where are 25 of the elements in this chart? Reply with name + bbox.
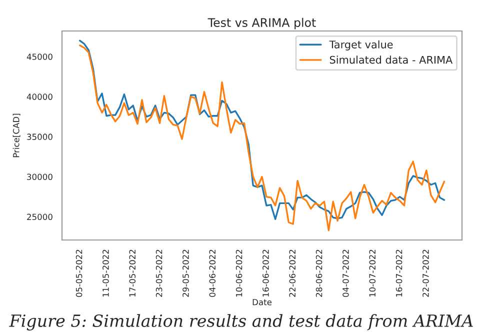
x-tick-label: 04-06-2022: [209, 250, 216, 297]
y-tick-label: 40000: [26, 94, 52, 100]
y-tick-label: 30000: [27, 174, 52, 180]
x-tick-label: 04-07-2022: [342, 250, 349, 297]
y-tick-label: 25000: [27, 214, 52, 220]
x-tick-label: 22-06-2022: [289, 250, 296, 297]
x-tick-label: 05-05-2022: [76, 250, 82, 297]
chart-title: Test vs ARIMA plot: [208, 18, 316, 30]
legend-label: Simulated data - ARIMA: [330, 56, 453, 64]
x-tick-label: 17-05-2022: [129, 250, 136, 297]
x-tick-label: 11-05-2022: [102, 250, 109, 297]
x-tick-label: 29-05-2022: [182, 250, 189, 297]
legend-label: Target value: [329, 40, 393, 50]
x-tick-label: 28-06-2022: [316, 250, 322, 297]
x-tick-label: 16-06-2022: [262, 250, 269, 297]
x-axis-title: Date: [252, 299, 272, 306]
x-tick-label: 23-05-2022: [156, 250, 162, 297]
x-tick-label: 10-07-2022: [369, 250, 376, 297]
x-tick-label: 10-06-2022: [236, 250, 242, 297]
y-axis-title: Price[CAD]: [12, 114, 20, 158]
caption: Figure 5: Simulation results and test data from ARIMA: [9, 314, 473, 330]
y-tick-label: 45000: [26, 54, 52, 60]
y-tick-label: 35000: [27, 134, 52, 140]
x-tick-label: 16-07-2022: [396, 250, 402, 297]
x-tick-label: 22-07-2022: [422, 250, 429, 297]
